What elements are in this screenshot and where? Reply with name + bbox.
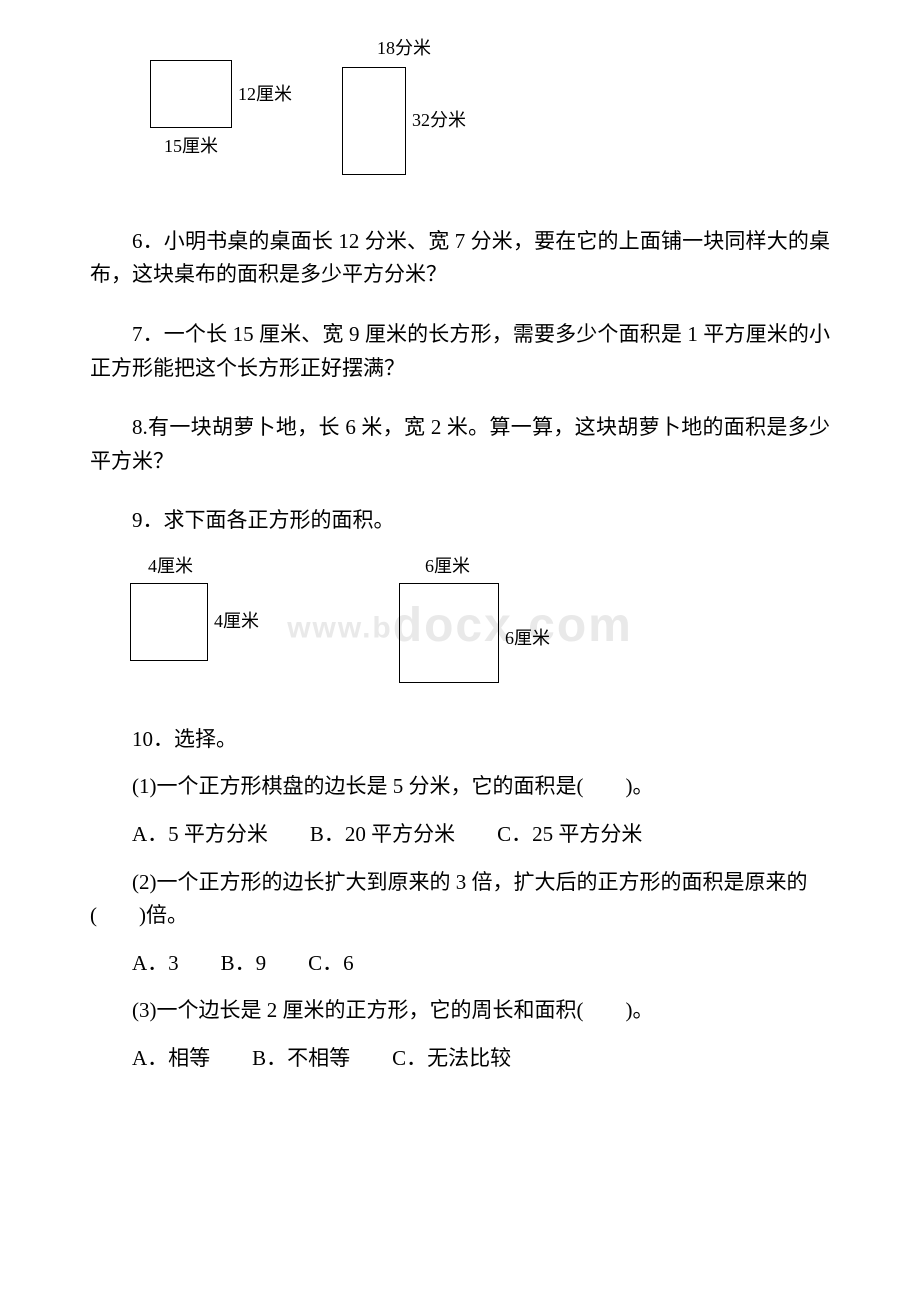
- rect2: [342, 67, 406, 175]
- page-content: 12厘米 15厘米 18分米 32分米 6．小明书桌的桌面长 12 分米、宽 7…: [90, 60, 830, 1076]
- rect2-wrap: 32分米: [342, 67, 466, 175]
- sq2-body: 6厘米: [399, 583, 550, 683]
- question-8: 8.有一块胡萝卜地，长 6 米，宽 2 米。算一算，这块胡萝卜地的面积是多少平方…: [90, 411, 830, 478]
- sq1-box: [130, 583, 208, 661]
- question-9-title: 9．求下面各正方形的面积。: [90, 504, 830, 538]
- sq2-box: [399, 583, 499, 683]
- rect1-side-label: 12厘米: [238, 80, 292, 109]
- sq1-body: 4厘米: [130, 583, 259, 661]
- sq2-group: 6厘米 6厘米: [399, 552, 550, 683]
- question-10-1: (1)一个正方形棋盘的边长是 5 分米，它的面积是( )。: [90, 770, 830, 804]
- sq2-side-label: 6厘米: [505, 624, 550, 653]
- sq1-side-label: 4厘米: [214, 607, 259, 636]
- rect1-group: 12厘米 15厘米: [150, 60, 292, 161]
- rect1: [150, 60, 232, 128]
- rect1-wrap: 12厘米: [150, 60, 292, 128]
- rect2-group: 18分米 32分米: [342, 34, 466, 175]
- figure-q5: 12厘米 15厘米 18分米 32分米: [150, 60, 830, 175]
- question-10-title: 10．选择。: [90, 723, 830, 757]
- question-10-2: (2)一个正方形的边长扩大到原来的 3 倍，扩大后的正方形的面积是原来的( )倍…: [90, 866, 830, 933]
- figure-q9: 4厘米 4厘米 6厘米 6厘米: [130, 552, 830, 683]
- question-6: 6．小明书桌的桌面长 12 分米、宽 7 分米，要在它的上面铺一块同样大的桌布，…: [90, 225, 830, 292]
- rect1-bottom-label: 15厘米: [164, 132, 218, 161]
- sq1-top-label: 4厘米: [148, 552, 259, 581]
- rect2-top-label: 18分米: [377, 34, 431, 63]
- sq1-group: 4厘米 4厘米: [130, 552, 259, 661]
- question-7: 7．一个长 15 厘米、宽 9 厘米的长方形，需要多少个面积是 1 平方厘米的小…: [90, 318, 830, 385]
- rect2-side-label: 32分米: [412, 106, 466, 135]
- question-10-3-options: A．相等 B．不相等 C．无法比较: [90, 1042, 830, 1076]
- sq2-top-label: 6厘米: [425, 552, 550, 581]
- question-10-1-options: A．5 平方分米 B．20 平方分米 C．25 平方分米: [90, 818, 830, 852]
- question-10-2-options: A．3 B．9 C．6: [90, 947, 830, 981]
- question-10-3: (3)一个边长是 2 厘米的正方形，它的周长和面积( )。: [90, 994, 830, 1028]
